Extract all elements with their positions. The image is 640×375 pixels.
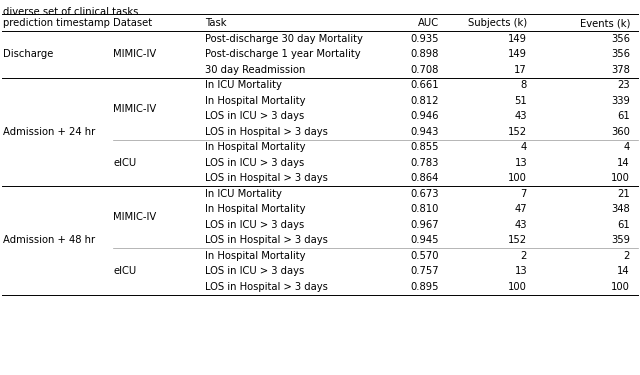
Text: 0.935: 0.935 bbox=[410, 34, 439, 44]
Text: 152: 152 bbox=[508, 235, 527, 245]
Text: 8: 8 bbox=[521, 80, 527, 90]
Text: 360: 360 bbox=[611, 127, 630, 137]
Text: 30 day Readmission: 30 day Readmission bbox=[205, 65, 305, 75]
Text: 17: 17 bbox=[515, 65, 527, 75]
Text: 339: 339 bbox=[611, 96, 630, 106]
Text: 13: 13 bbox=[515, 158, 527, 168]
Text: 100: 100 bbox=[611, 173, 630, 183]
Text: MIMIC-IV: MIMIC-IV bbox=[113, 212, 156, 222]
Text: 0.783: 0.783 bbox=[411, 158, 439, 168]
Text: 0.895: 0.895 bbox=[410, 282, 439, 292]
Text: In Hospital Mortality: In Hospital Mortality bbox=[205, 96, 305, 106]
Text: In Hospital Mortality: In Hospital Mortality bbox=[205, 251, 305, 261]
Text: 100: 100 bbox=[611, 282, 630, 292]
Text: Admission + 24 hr: Admission + 24 hr bbox=[3, 127, 95, 137]
Text: Admission + 48 hr: Admission + 48 hr bbox=[3, 235, 95, 245]
Text: 149: 149 bbox=[508, 34, 527, 44]
Text: 356: 356 bbox=[611, 34, 630, 44]
Text: LOS in ICU > 3 days: LOS in ICU > 3 days bbox=[205, 111, 304, 121]
Text: Subjects (k): Subjects (k) bbox=[468, 18, 527, 28]
Text: LOS in Hospital > 3 days: LOS in Hospital > 3 days bbox=[205, 235, 328, 245]
Text: MIMIC-IV: MIMIC-IV bbox=[113, 104, 156, 114]
Text: 2: 2 bbox=[623, 251, 630, 261]
Text: Post-discharge 1 year Mortality: Post-discharge 1 year Mortality bbox=[205, 49, 360, 59]
Text: 47: 47 bbox=[515, 204, 527, 214]
Text: 0.855: 0.855 bbox=[410, 142, 439, 152]
Text: 100: 100 bbox=[508, 173, 527, 183]
Text: 0.570: 0.570 bbox=[410, 251, 439, 261]
Text: 61: 61 bbox=[617, 220, 630, 230]
Text: 0.967: 0.967 bbox=[410, 220, 439, 230]
Text: LOS in Hospital > 3 days: LOS in Hospital > 3 days bbox=[205, 282, 328, 292]
Text: 0.708: 0.708 bbox=[411, 65, 439, 75]
Text: Discharge: Discharge bbox=[3, 49, 53, 59]
Text: 0.673: 0.673 bbox=[410, 189, 439, 199]
Text: LOS in Hospital > 3 days: LOS in Hospital > 3 days bbox=[205, 127, 328, 137]
Text: LOS in ICU > 3 days: LOS in ICU > 3 days bbox=[205, 158, 304, 168]
Text: In Hospital Mortality: In Hospital Mortality bbox=[205, 204, 305, 214]
Text: AUC: AUC bbox=[418, 18, 439, 28]
Text: Task: Task bbox=[205, 18, 227, 28]
Text: eICU: eICU bbox=[113, 158, 136, 168]
Text: 100: 100 bbox=[508, 282, 527, 292]
Text: 14: 14 bbox=[618, 266, 630, 276]
Text: 7: 7 bbox=[520, 189, 527, 199]
Text: 0.757: 0.757 bbox=[410, 266, 439, 276]
Text: MIMIC-IV: MIMIC-IV bbox=[113, 49, 156, 59]
Text: LOS in ICU > 3 days: LOS in ICU > 3 days bbox=[205, 266, 304, 276]
Text: In ICU Mortality: In ICU Mortality bbox=[205, 189, 282, 199]
Text: 359: 359 bbox=[611, 235, 630, 245]
Text: In Hospital Mortality: In Hospital Mortality bbox=[205, 142, 305, 152]
Text: 0.812: 0.812 bbox=[410, 96, 439, 106]
Text: 348: 348 bbox=[611, 204, 630, 214]
Text: 0.810: 0.810 bbox=[411, 204, 439, 214]
Text: Post-discharge 30 day Mortality: Post-discharge 30 day Mortality bbox=[205, 34, 363, 44]
Text: 0.943: 0.943 bbox=[411, 127, 439, 137]
Text: LOS in ICU > 3 days: LOS in ICU > 3 days bbox=[205, 220, 304, 230]
Text: 23: 23 bbox=[618, 80, 630, 90]
Text: In ICU Mortality: In ICU Mortality bbox=[205, 80, 282, 90]
Text: 378: 378 bbox=[611, 65, 630, 75]
Text: 0.661: 0.661 bbox=[410, 80, 439, 90]
Text: 13: 13 bbox=[515, 266, 527, 276]
Text: prediction timestamp: prediction timestamp bbox=[3, 18, 110, 28]
Text: 51: 51 bbox=[515, 96, 527, 106]
Text: LOS in Hospital > 3 days: LOS in Hospital > 3 days bbox=[205, 173, 328, 183]
Text: 4: 4 bbox=[521, 142, 527, 152]
Text: 0.945: 0.945 bbox=[410, 235, 439, 245]
Text: diverse set of clinical tasks.: diverse set of clinical tasks. bbox=[3, 7, 141, 17]
Text: Events (k): Events (k) bbox=[580, 18, 630, 28]
Text: 61: 61 bbox=[617, 111, 630, 121]
Text: 43: 43 bbox=[515, 220, 527, 230]
Text: 14: 14 bbox=[618, 158, 630, 168]
Text: 0.898: 0.898 bbox=[411, 49, 439, 59]
Text: 43: 43 bbox=[515, 111, 527, 121]
Text: 0.864: 0.864 bbox=[411, 173, 439, 183]
Text: 152: 152 bbox=[508, 127, 527, 137]
Text: 356: 356 bbox=[611, 49, 630, 59]
Text: 0.946: 0.946 bbox=[410, 111, 439, 121]
Text: eICU: eICU bbox=[113, 266, 136, 276]
Text: 2: 2 bbox=[520, 251, 527, 261]
Text: 4: 4 bbox=[624, 142, 630, 152]
Text: 149: 149 bbox=[508, 49, 527, 59]
Text: Dataset: Dataset bbox=[113, 18, 152, 28]
Text: 21: 21 bbox=[617, 189, 630, 199]
